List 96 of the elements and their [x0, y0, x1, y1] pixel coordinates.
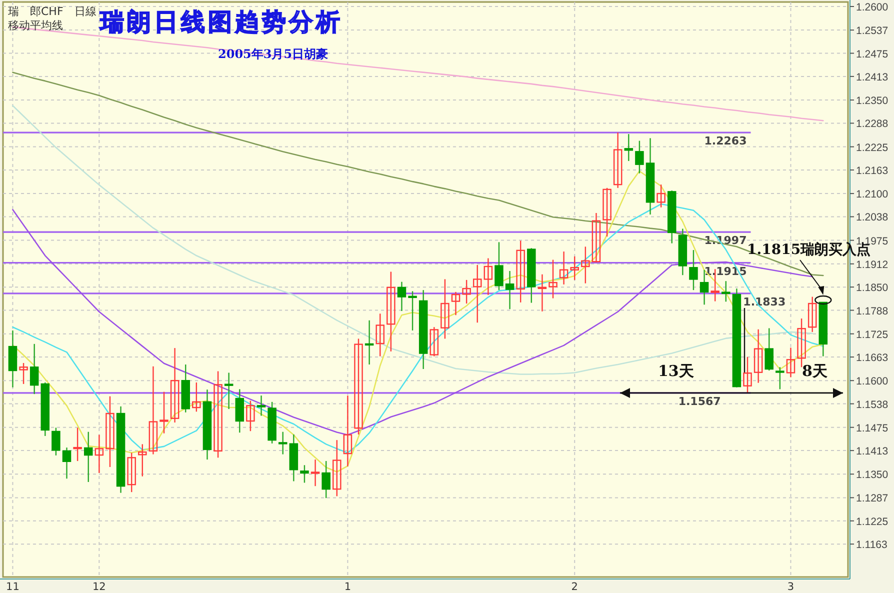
y-tick-label: 1.1413: [856, 446, 888, 458]
candlestick: [786, 347, 796, 378]
candlestick: [214, 370, 222, 458]
annotation: 移动平均线: [8, 19, 63, 32]
candlestick: [192, 382, 201, 412]
x-tick-label: 12: [92, 581, 106, 593]
candlestick: [148, 366, 158, 455]
candlestick: [743, 356, 752, 394]
ref-line-label: 1.1567: [678, 394, 721, 408]
candlestick: [722, 280, 730, 302]
candlestick: [354, 338, 363, 436]
text: 2005年3月5日胡豪: [218, 47, 328, 61]
candlestick: [505, 270, 514, 310]
candlestick: [408, 290, 417, 332]
y-tick-label: 1.2225: [856, 142, 888, 154]
candlestick: [300, 464, 309, 484]
y-tick-label: 1.1788: [856, 305, 888, 318]
candlestick: [602, 187, 612, 238]
candlestick: [624, 133, 634, 162]
y-tick-label: 1.2475: [856, 48, 888, 60]
candlestick: [689, 249, 698, 291]
candlestick: [224, 372, 234, 410]
candlestick: [613, 132, 622, 189]
candlestick: [538, 274, 547, 312]
candlestick: [19, 362, 28, 385]
y-tick-label: 1.1663: [856, 352, 888, 364]
candlestick: [570, 256, 579, 281]
annotation: 瑞 郎CHF 日線: [8, 5, 96, 18]
candlestick: [364, 320, 374, 366]
x-tick-label: 11: [6, 581, 20, 593]
candlestick: [754, 328, 763, 384]
candlestick: [516, 240, 525, 304]
y-tick-label: 1.2537: [856, 25, 888, 38]
candlestick: [581, 246, 590, 284]
candlestick: [472, 264, 482, 324]
annotation: 13天: [658, 362, 695, 380]
candlestick: [397, 281, 406, 312]
candlestick: [764, 328, 774, 372]
candlestick: [386, 271, 396, 352]
candlestick: [62, 446, 72, 480]
candlestick: [451, 291, 460, 316]
candlestick: [343, 394, 352, 467]
y-tick-label: 1.1163: [856, 539, 888, 552]
y-tick-label: 1.1850: [856, 282, 888, 294]
candlestick: [559, 250, 568, 286]
candlestick: [94, 434, 104, 474]
y-tick-label: 1.2350: [856, 95, 888, 108]
candlestick: [430, 326, 439, 357]
y-tick-label: 1.2288: [856, 118, 888, 130]
y-tick-label: 1.1600: [856, 376, 888, 388]
candlestick: [170, 347, 180, 424]
candlestick: [322, 460, 330, 499]
y-tick-label: 1.1225: [856, 516, 888, 528]
candlestick: [656, 184, 666, 208]
x-tick-label: 1: [344, 581, 352, 593]
candlestick: [160, 391, 168, 434]
x-tick-label: 2: [571, 581, 578, 593]
y-tick-label: 1.1725: [856, 328, 888, 341]
y-tick-label: 1.2038: [856, 212, 888, 224]
candlestick: [278, 431, 288, 455]
candlestick: [127, 452, 136, 493]
candlestick: [8, 330, 18, 388]
candlestick: [776, 366, 784, 390]
y-tick-label: 1.2163: [856, 164, 888, 177]
candlestick: [548, 259, 558, 299]
y-tick-label: 1.1350: [856, 469, 888, 482]
chart-title: 瑞朗日线图趋势分析: [99, 7, 343, 36]
y-tick-label: 1.1912: [856, 258, 888, 271]
annotation: 8天: [802, 362, 828, 380]
ref-line-label: 1.2263: [704, 134, 747, 148]
y-tick-label: 1.1475: [856, 422, 888, 434]
candlestick: [84, 431, 93, 483]
candlestick: [73, 427, 82, 462]
candlestick: [310, 458, 320, 487]
y-tick-label: 1.1538: [856, 398, 888, 411]
candlestick: [256, 394, 266, 416]
y-tick-label: 1.2100: [856, 188, 888, 201]
candlestick: [376, 313, 384, 357]
candlestick: [592, 212, 601, 263]
candlestick: [484, 258, 493, 296]
y-tick-label: 1.2600: [856, 1, 888, 14]
candlestick: [52, 427, 60, 456]
candlestick: [635, 140, 644, 174]
candlestick: [106, 396, 114, 468]
candlestick: [462, 279, 471, 304]
candlestick: [808, 296, 817, 333]
candlestick: [440, 278, 450, 340]
y-tick-label: 1.1287: [856, 492, 888, 505]
y-tick-label: 1.2413: [856, 71, 888, 84]
candlestick: [332, 439, 342, 497]
candlestick: [246, 400, 255, 432]
candlestick: [30, 343, 39, 395]
candlestick: [494, 242, 504, 291]
candlestick: [235, 388, 244, 434]
x-tick-label: 3: [787, 581, 794, 593]
candlestick: [138, 444, 147, 477]
